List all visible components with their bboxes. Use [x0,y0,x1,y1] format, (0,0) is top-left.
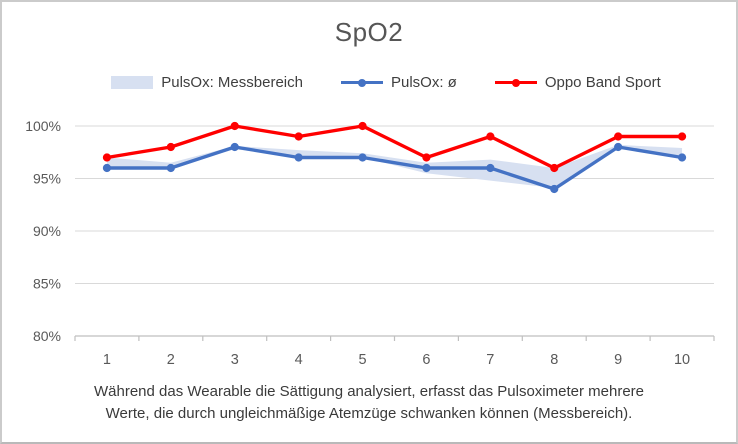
oppo-marker [166,142,175,152]
x-axis-tick-label: 7 [486,352,494,368]
pulsox-marker [230,142,239,152]
oppo-marker [677,132,687,141]
oppo-marker [486,132,495,141]
caption-text: Während das Wearable die Sättigung analy… [94,383,644,422]
legend-item-pulsox: PulsOx: ø [340,73,457,91]
legend: PulsOx: Messbereich PulsOx: ø Oppo Band … [2,70,736,94]
pulsox-line [105,145,684,191]
x-axis-tick-label: 6 [422,352,430,368]
x-axis-tick-label: 8 [550,352,558,368]
oppo-line [105,124,684,170]
pulsox-marker [166,163,175,173]
x-axis-tick-label: 2 [167,352,175,368]
legend-item-oppo: Oppo Band Sport [494,73,661,91]
x-axis-tick-label: 5 [359,352,367,368]
legend-label-messbereich: PulsOx: Messbereich [161,73,303,91]
oppo-marker [614,132,623,141]
legend-item-messbereich: PulsOx: Messbereich [111,74,303,91]
y-axis-tick-label: 95% [33,171,61,187]
oppo-marker [294,132,303,141]
y-axis-tick-label: 80% [33,328,61,344]
oppo-marker [358,121,367,131]
x-axis-tick-label: 4 [295,352,303,368]
chart-title: SpO2 [334,17,404,47]
pulsox-marker [102,163,112,173]
pulsox-marker [677,153,687,162]
messbereich-band [106,144,683,188]
range-band-swatch-icon [111,75,154,89]
x-axis-tick-label: 3 [231,352,239,368]
x-axis-tick-label: 9 [614,352,622,368]
x-axis-tick-label: 10 [674,352,690,368]
pulsox-marker [614,142,623,152]
oppo-marker [422,153,431,162]
x-axis-tick-label: 1 [103,352,111,368]
pulsox-marker [550,184,559,194]
y-axis-tick-label: 85% [33,276,61,292]
pulsox-marker [486,163,495,173]
pulsox-marker [422,163,431,173]
oppo-marker [550,163,559,173]
legend-label-pulsox: PulsOx: ø [390,73,457,91]
pulsox-marker [294,153,303,162]
legend-label-oppo: Oppo Band Sport [544,73,661,91]
oppo-marker [102,153,112,162]
blue-line-marker-swatch-icon [340,76,383,89]
caption: Während das Wearable die Sättigung analy… [2,381,736,425]
red-line-marker-swatch-icon [494,76,537,89]
oppo-marker [230,121,239,131]
y-axis-tick-label: 90% [33,223,61,239]
y-axis-tick-label: 100% [25,118,61,134]
pulsox-marker [358,153,367,162]
